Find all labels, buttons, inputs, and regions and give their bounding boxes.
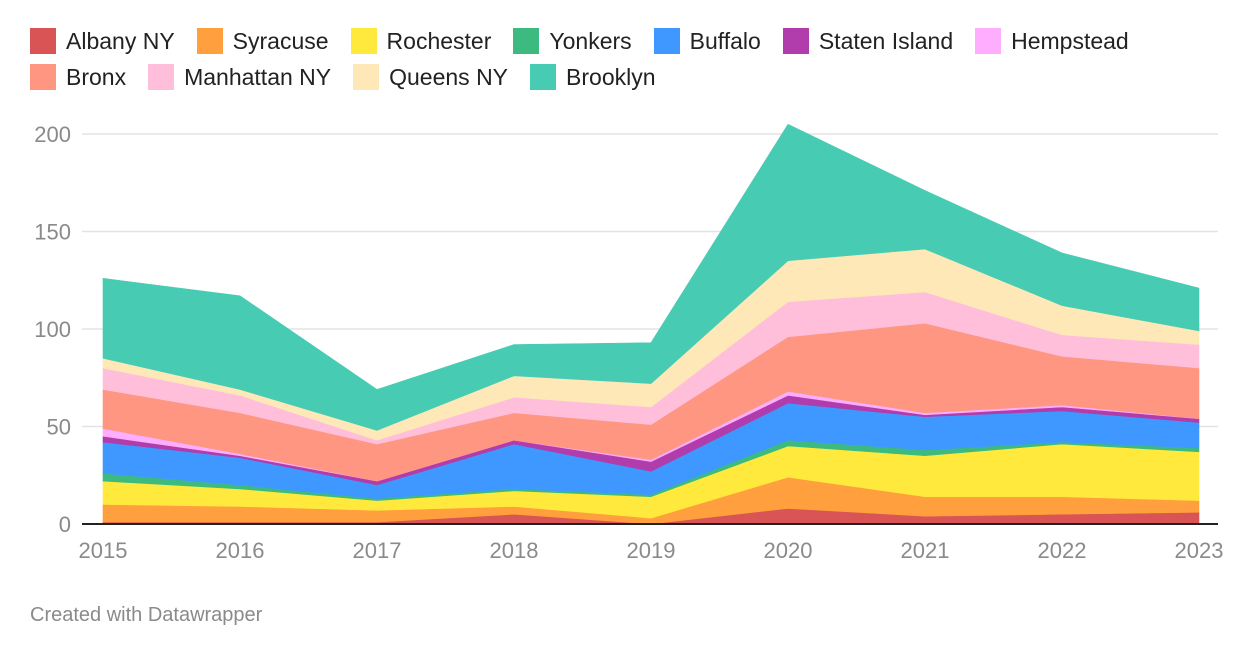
- legend-swatch: [513, 28, 540, 54]
- legend-swatch: [148, 64, 175, 90]
- legend-item: Buffalo: [653, 28, 761, 54]
- legend-swatch: [30, 28, 56, 54]
- legend-swatch: [350, 28, 377, 54]
- legend-label: Yonkers: [549, 28, 632, 54]
- x-tick-label: 2019: [627, 538, 676, 563]
- legend-item: Rochester: [350, 28, 492, 54]
- legend-label: Albany NY: [66, 28, 175, 54]
- legend-item: Manhattan NY: [148, 64, 331, 90]
- x-tick-label: 2023: [1175, 538, 1224, 563]
- legend-label: Manhattan NY: [184, 64, 332, 90]
- y-tick-label: 0: [59, 512, 71, 537]
- legend-item: Bronx: [30, 64, 126, 90]
- x-tick-label: 2020: [764, 538, 813, 563]
- legend-label: Brooklyn: [566, 64, 656, 90]
- x-tick-label: 2021: [901, 538, 950, 563]
- legend-label: Buffalo: [689, 28, 761, 54]
- y-tick-label: 100: [34, 317, 71, 342]
- x-tick-label: 2015: [79, 538, 128, 563]
- x-tick-label: 2018: [490, 538, 539, 563]
- credit-text: Created with Datawrapper: [30, 604, 263, 626]
- area-series-brooklyn: [102, 123, 1200, 431]
- legend-label: Rochester: [386, 28, 492, 54]
- legend-item: Staten Island: [782, 28, 954, 54]
- legend-item: Yonkers: [513, 28, 632, 54]
- legend-label: Bronx: [66, 64, 127, 90]
- legend-item: Syracuse: [196, 28, 329, 54]
- legend-swatch: [782, 28, 809, 54]
- y-tick-label: 50: [47, 415, 71, 440]
- legend-swatch: [30, 64, 56, 90]
- legend-label: Queens NY: [389, 64, 509, 90]
- legend-item: Brooklyn: [530, 64, 656, 90]
- legend-item: Hempstead: [975, 28, 1129, 54]
- legend-swatch: [653, 28, 680, 54]
- legend-label: Staten Island: [818, 28, 954, 54]
- legend-label: Syracuse: [232, 28, 329, 54]
- legend-label: Hempstead: [1011, 28, 1129, 54]
- x-tick-label: 2022: [1038, 538, 1087, 563]
- legend-item: Queens NY: [353, 64, 508, 90]
- x-tick-label: 2017: [353, 538, 402, 563]
- legend-swatch: [196, 28, 223, 54]
- legend-swatch: [530, 64, 557, 90]
- chart-legend: Albany NY Syracuse Rochester Yonkers Buffalo…: [30, 28, 1210, 90]
- legend-item: Albany NY: [30, 28, 175, 54]
- y-tick-label: 150: [34, 220, 71, 245]
- x-tick-label: 2016: [216, 538, 265, 563]
- legend-swatch: [353, 64, 380, 90]
- legend-swatch: [975, 28, 1002, 54]
- y-tick-label: 200: [34, 122, 71, 147]
